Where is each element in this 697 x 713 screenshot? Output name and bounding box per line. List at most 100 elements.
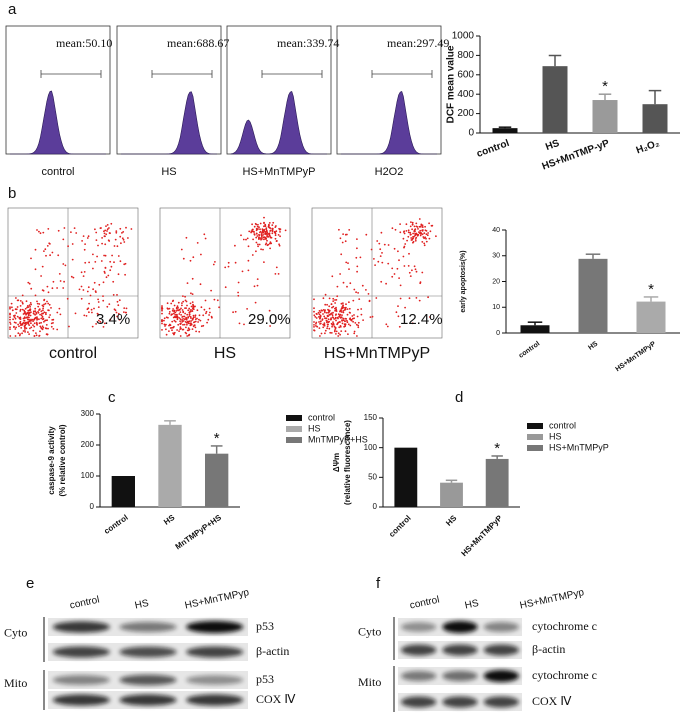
- scatter-dot: [39, 325, 42, 328]
- scatter-dot: [347, 262, 349, 264]
- scatter-dot: [237, 291, 240, 294]
- scatter-dot: [395, 311, 398, 314]
- scatter-dot: [246, 237, 249, 240]
- scatter-dot: [28, 282, 31, 285]
- scatter-dot: [398, 277, 400, 279]
- scatter-dot: [104, 229, 107, 232]
- scatter-dot: [190, 292, 192, 295]
- scatter-dot: [268, 222, 271, 224]
- significance-mark: *: [648, 281, 654, 298]
- scatter-dot: [24, 329, 26, 331]
- scatter-dot: [84, 243, 86, 246]
- scatter-dot: [365, 289, 367, 291]
- scatter-dot: [189, 309, 192, 311]
- scatter-dot: [321, 309, 323, 312]
- scatter-dot: [204, 299, 207, 302]
- scatter-dot: [78, 288, 81, 291]
- scatter-dot: [272, 221, 275, 224]
- scatter-dot: [46, 300, 48, 303]
- scatter-dot: [103, 230, 105, 233]
- scatter-dot: [340, 253, 343, 256]
- blot-band: [186, 675, 244, 685]
- scatter-dot: [379, 255, 382, 257]
- scatter-dot: [161, 307, 163, 310]
- scatter-dot: [191, 328, 194, 330]
- scatter-dot: [63, 280, 65, 283]
- scatter-dot: [36, 302, 39, 305]
- y-tick-label: 200: [457, 108, 474, 119]
- scatter-dot: [11, 306, 13, 309]
- scatter-dot: [409, 233, 412, 236]
- scatter-dot: [263, 221, 265, 224]
- scatter-dot: [173, 312, 175, 315]
- scatter-dot: [328, 311, 330, 314]
- scatter-dot: [97, 319, 100, 322]
- scatter-dot: [270, 242, 273, 245]
- scatter-dot: [267, 225, 270, 228]
- scatter-dot: [173, 316, 176, 318]
- scatter-dot: [27, 321, 30, 323]
- scatter-dot: [43, 303, 45, 306]
- blot-row-label: β-actin: [256, 644, 289, 658]
- scatter-dot: [123, 263, 126, 266]
- scatter-dot: [199, 319, 202, 322]
- scatter-dot: [189, 259, 192, 262]
- scatter-dot: [367, 293, 370, 295]
- y-tick-label: 600: [457, 69, 474, 80]
- scatter-dot: [47, 327, 49, 330]
- legend-label: HS: [549, 431, 562, 441]
- scatter-dot: [27, 281, 30, 284]
- scatter-dot: [167, 316, 169, 319]
- scatter-dot: [253, 225, 256, 228]
- scatter-dot: [187, 334, 190, 337]
- scatter-dot: [163, 319, 165, 322]
- scatter-dot: [185, 236, 188, 239]
- scatter-dot: [209, 311, 211, 314]
- scatter-dot: [37, 305, 40, 308]
- scatter-dot: [421, 271, 424, 274]
- scatter-dot: [19, 318, 22, 320]
- scatter-dot: [121, 237, 124, 240]
- scatter-dot: [278, 243, 280, 246]
- scatter-dot: [313, 310, 315, 313]
- scatter-dot: [346, 313, 349, 316]
- scatter-dot: [368, 299, 371, 302]
- y-axis-label: (% relative control): [58, 424, 67, 496]
- scatter-dot: [125, 307, 128, 310]
- scatter-dot: [324, 332, 326, 335]
- scatter-dot: [406, 239, 408, 242]
- scatter-dot: [339, 310, 341, 313]
- scatter-dot: [383, 243, 386, 246]
- scatter-dot: [318, 327, 321, 329]
- scatter-dot: [324, 317, 327, 320]
- scatter-dot: [414, 228, 417, 231]
- scatter-dot: [232, 311, 235, 314]
- scatter-dot: [334, 299, 336, 301]
- scatter-dot: [422, 229, 424, 231]
- scatter-dot: [415, 232, 418, 235]
- mean-label: mean:297.49: [387, 36, 449, 50]
- scatter-dot: [35, 312, 38, 315]
- scatter-dot: [420, 223, 423, 226]
- scatter-dot: [22, 317, 25, 320]
- scatter-dot: [409, 275, 412, 277]
- scatter-dot: [332, 321, 334, 323]
- scatter-dot: [73, 227, 76, 230]
- scatter-dot: [269, 325, 271, 327]
- scatter-dot: [109, 260, 112, 263]
- scatter-dot: [255, 250, 257, 253]
- scatter-dot: [411, 221, 414, 224]
- y-tick-label: 0: [496, 330, 500, 337]
- bar: [636, 301, 666, 333]
- scatter-dot: [95, 323, 97, 325]
- scatter-dot: [186, 335, 189, 337]
- scatter-dot: [24, 316, 26, 319]
- scatter-dot: [328, 327, 331, 330]
- scatter-dot: [398, 259, 400, 262]
- scatter-dot: [342, 317, 345, 320]
- scatter-dot: [341, 322, 344, 325]
- x-tick-label: control: [518, 340, 541, 359]
- scatter-dot: [402, 237, 405, 240]
- scatter-dot: [183, 323, 186, 326]
- scatter-dot: [33, 335, 36, 337]
